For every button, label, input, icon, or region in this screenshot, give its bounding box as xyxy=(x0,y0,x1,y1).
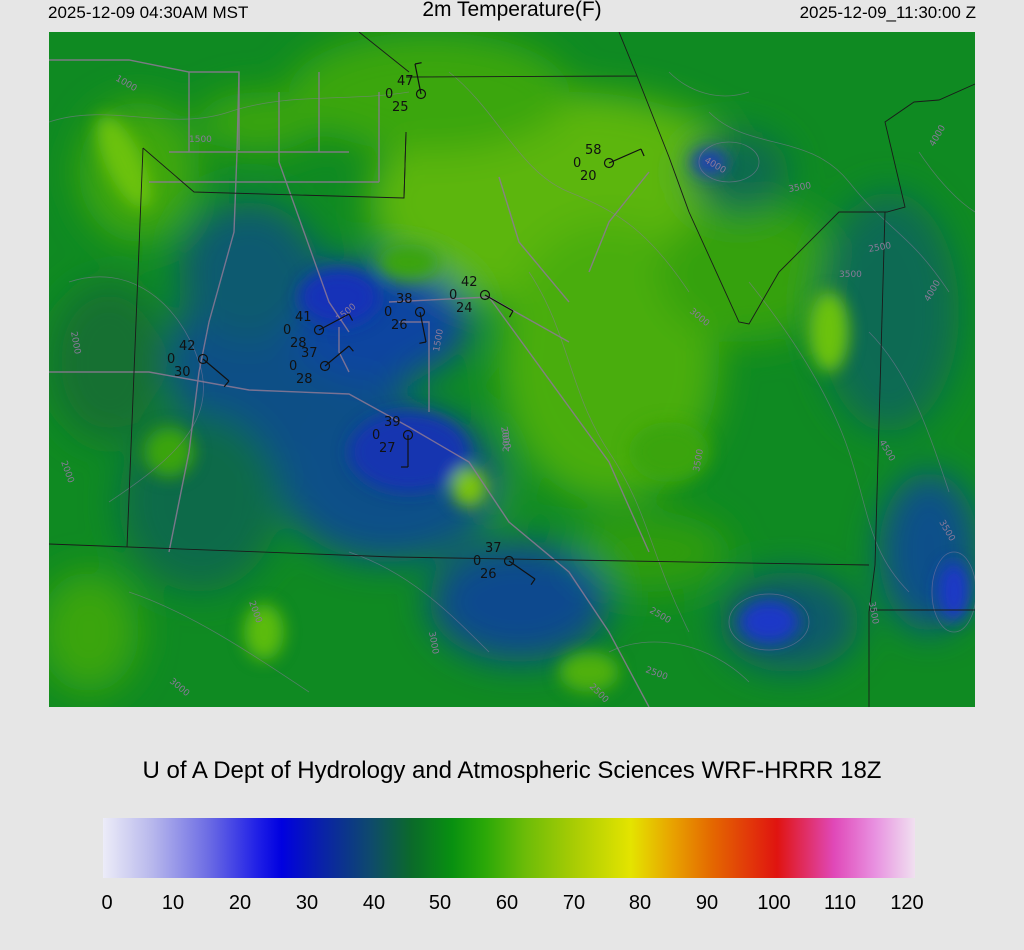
colorbar-tick-label: 0 xyxy=(101,892,113,914)
station-circle xyxy=(603,157,615,169)
terrain-contours xyxy=(49,71,975,693)
contour-elevation-label: 2000 xyxy=(498,426,512,451)
station-dewpoint: 26 xyxy=(480,567,497,582)
colorbar-tick-label: 40 xyxy=(362,892,386,914)
station-dewpoint: 28 xyxy=(290,336,307,351)
wind-barb xyxy=(324,345,350,367)
colorbar-tick-label: 100 xyxy=(757,892,791,914)
station-temperature: 37 xyxy=(485,541,502,556)
temperature-detail xyxy=(97,116,970,692)
wind-barb xyxy=(508,560,536,580)
station-precip: 0 xyxy=(573,156,581,171)
contour-elevation-label: 2500 xyxy=(868,241,893,255)
colorbar-gradient xyxy=(103,818,915,878)
wind-barb-feather xyxy=(414,62,422,65)
colorbar-tick-label: 80 xyxy=(628,892,652,914)
station-precip: 0 xyxy=(289,359,297,374)
contour-elevation-label: 3500 xyxy=(692,448,706,473)
station-temperature: 39 xyxy=(384,415,401,430)
wind-barb-feather xyxy=(508,310,514,318)
colorbar-tick-label: 10 xyxy=(161,892,185,914)
station-plot[interactable]: 42 024 xyxy=(449,275,514,318)
colorbar-tick-label: 50 xyxy=(428,892,452,914)
station-precip: 0 xyxy=(384,305,392,320)
station-precip: 0 xyxy=(473,554,481,569)
station-circle xyxy=(503,555,515,567)
station-circle xyxy=(313,324,325,336)
colorbar-tick-label: 20 xyxy=(228,892,252,914)
station-precip: 0 xyxy=(283,323,291,338)
wind-barb-feather xyxy=(419,341,427,344)
station-temperature: 47 xyxy=(397,74,414,89)
station-precip: 0 xyxy=(372,428,380,443)
station-plot[interactable]: 41 028 xyxy=(283,310,354,351)
station-circle xyxy=(479,289,491,301)
station-plot[interactable]: 42 030 xyxy=(167,339,230,388)
station-dewpoint: 24 xyxy=(456,301,473,316)
colorbar-tick-label: 30 xyxy=(295,892,319,914)
station-temperature: 37 xyxy=(301,346,318,361)
station-dewpoint: 25 xyxy=(392,100,409,115)
wind-barb-feather xyxy=(348,345,354,352)
station-circle xyxy=(197,353,209,365)
roads xyxy=(49,59,650,707)
colorbar-tick-label: 110 xyxy=(824,892,856,914)
contour-elevation-label: 3500 xyxy=(788,181,813,195)
station-plot[interactable]: 47 025 xyxy=(385,62,427,115)
valid-utc-time: 2025-12-09_11:30:00 Z xyxy=(799,3,976,22)
wind-barb-feather xyxy=(530,578,536,586)
station-temperature: 42 xyxy=(461,275,478,290)
station-circle xyxy=(414,306,426,318)
station-precip: 0 xyxy=(167,352,175,367)
colorbar-tick-label: 90 xyxy=(695,892,719,914)
temperature-map[interactable]: 1000 2000 2000 2000 2000 2500 2500 2500 3000 3500… xyxy=(49,32,975,707)
map-title: 2m Temperature(F) xyxy=(422,0,602,21)
credit-line: U of A Dept of Hydrology and Atmospheric… xyxy=(142,757,882,784)
colorbar-tick-label: 70 xyxy=(562,892,586,914)
station-temperature: 58 xyxy=(585,143,602,158)
station-temperature: 41 xyxy=(295,310,312,325)
station-circle xyxy=(415,88,427,100)
weather-stations: 4702558020420243802641028370284203039027… xyxy=(167,62,645,586)
wind-barb-feather xyxy=(223,380,230,388)
station-dewpoint: 30 xyxy=(174,365,191,380)
station-dewpoint: 27 xyxy=(379,441,396,456)
wind-barb xyxy=(608,148,642,164)
station-temperature: 38 xyxy=(396,292,413,307)
colorbar-ticks: 0 10 20 30 40 50 60 70 80 90 100 110 120 xyxy=(0,892,1024,918)
contour-elevation-label: 3500 xyxy=(866,601,880,626)
wind-barb xyxy=(202,358,230,382)
station-circle xyxy=(319,360,331,372)
station-temperature: 42 xyxy=(179,339,196,354)
station-plot[interactable]: 37 026 xyxy=(473,541,536,586)
station-circle xyxy=(402,429,414,441)
station-plot[interactable]: 37 028 xyxy=(289,345,354,387)
contour-elevation-label: 2000 xyxy=(68,331,82,356)
boundaries xyxy=(49,32,975,707)
wind-barb-feather xyxy=(348,313,354,321)
station-dewpoint: 20 xyxy=(580,169,597,184)
contour-elevation-label: 3500 xyxy=(839,270,862,280)
station-precip: 0 xyxy=(449,288,457,303)
station-plot[interactable]: 39 027 xyxy=(372,415,414,468)
station-dewpoint: 26 xyxy=(391,318,408,333)
station-plot[interactable]: 38 026 xyxy=(384,292,427,344)
contour-elevation-label: 3000 xyxy=(426,631,440,656)
station-plot[interactable]: 58 020 xyxy=(573,143,645,184)
colorbar-tick-label: 120 xyxy=(890,892,924,914)
wind-barb xyxy=(318,313,350,331)
wind-barb-feather xyxy=(640,148,645,157)
colorbar-tick-label: 60 xyxy=(495,892,519,914)
contour-elevation-label: 1500 xyxy=(189,135,212,145)
station-dewpoint: 28 xyxy=(296,372,313,387)
wind-barb xyxy=(484,294,514,312)
station-precip: 0 xyxy=(385,87,393,102)
temperature-field xyxy=(49,32,975,692)
temperature-colorbar xyxy=(103,818,915,878)
valid-local-time: 2025-12-09 04:30AM MST xyxy=(48,3,249,22)
contour-elevation-label: 1500 xyxy=(432,328,446,353)
contour-elevation-label: 2000 xyxy=(502,429,512,452)
